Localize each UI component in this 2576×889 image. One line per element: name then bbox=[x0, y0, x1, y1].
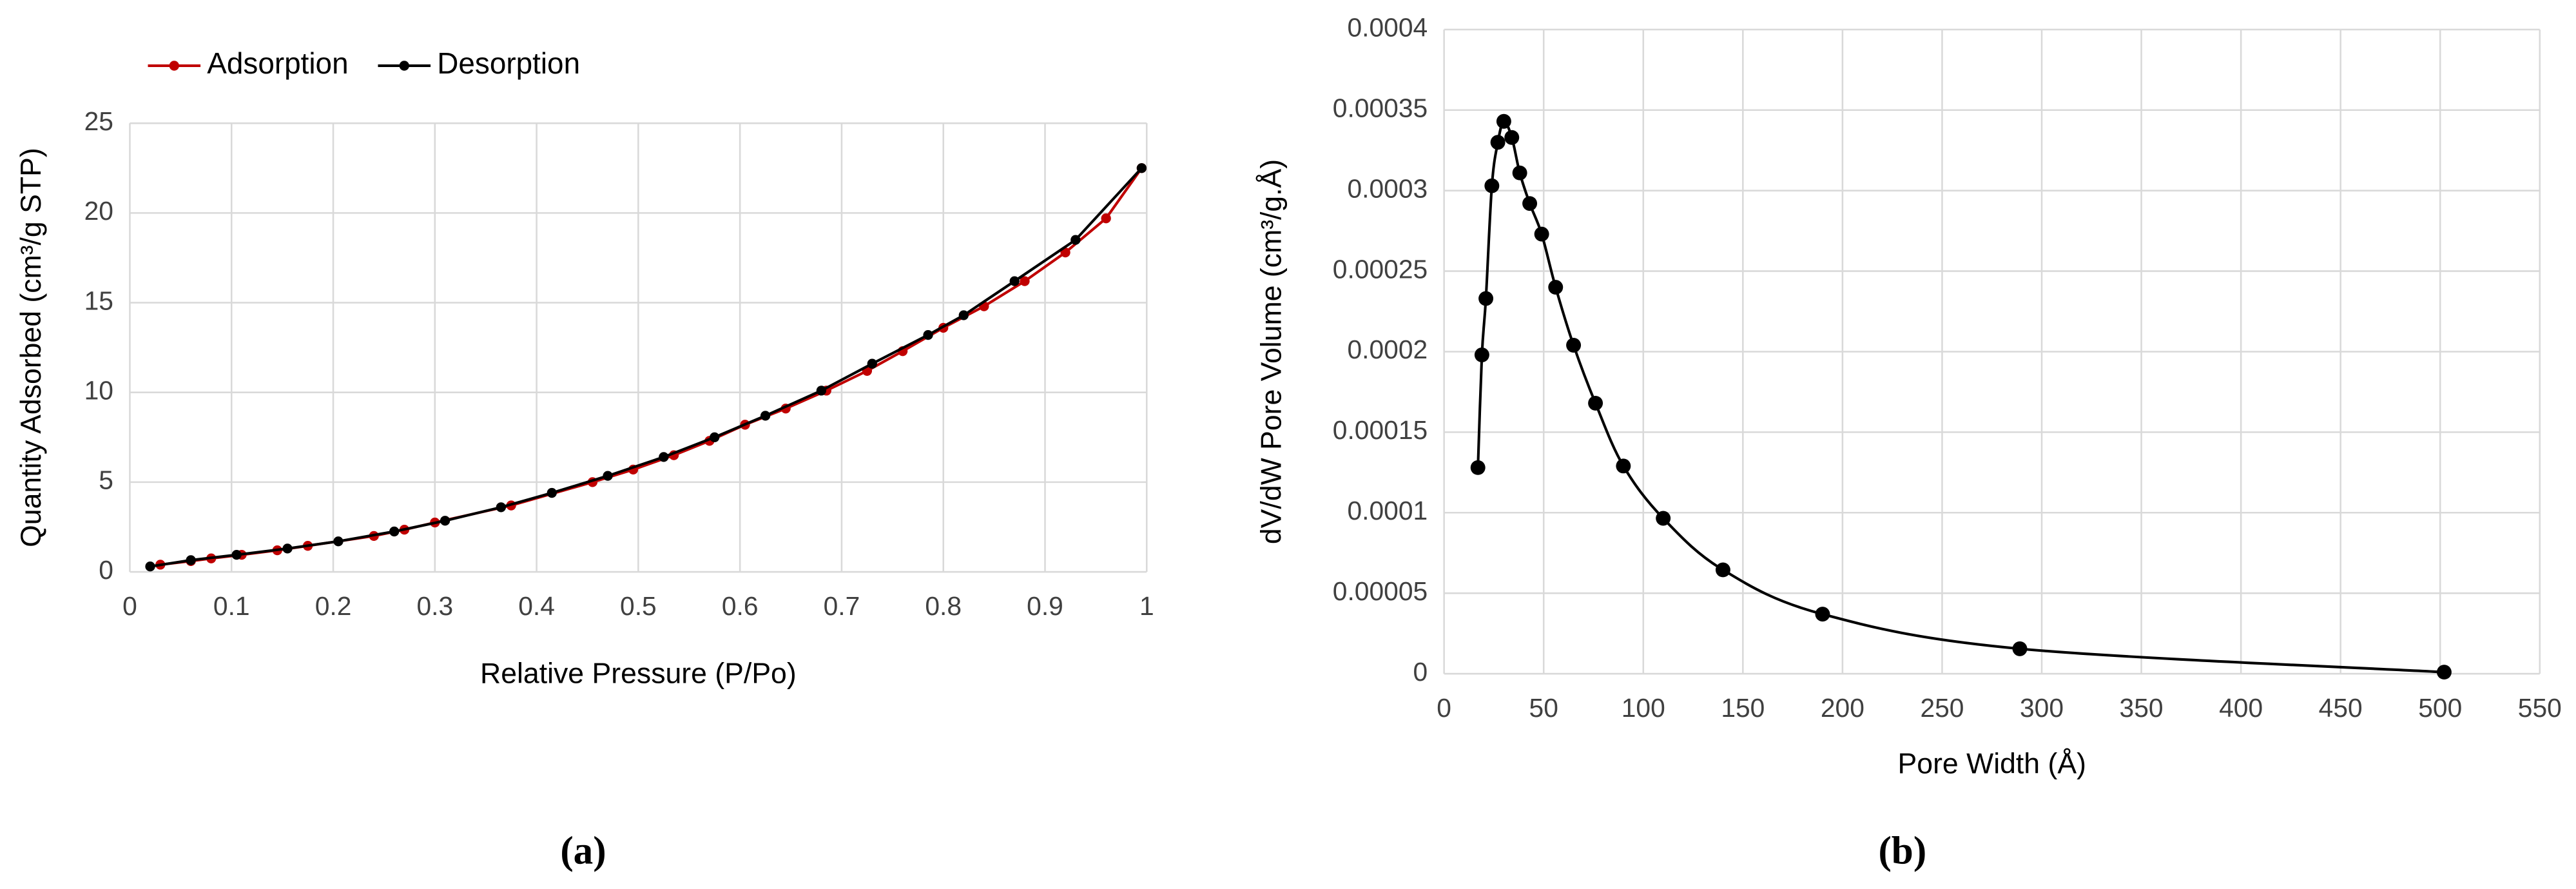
data-point bbox=[2012, 641, 2028, 656]
x-tick-label: 0.8 bbox=[925, 591, 962, 621]
y-tick-label: 0 bbox=[99, 555, 113, 585]
y-tick-label: 0.0002 bbox=[1347, 335, 1428, 364]
data-point bbox=[333, 536, 344, 547]
x-tick-label: 0 bbox=[1437, 693, 1451, 723]
y-tick-label: 20 bbox=[84, 196, 113, 226]
data-point bbox=[1616, 458, 1631, 474]
x-tick-label: 1 bbox=[1139, 591, 1154, 621]
x-tick-label: 0.9 bbox=[1027, 591, 1063, 621]
data-point bbox=[1470, 460, 1486, 475]
y-tick-label: 0.00025 bbox=[1333, 254, 1428, 284]
data-point bbox=[186, 555, 196, 565]
data-point bbox=[760, 411, 771, 421]
x-axis-title: Relative Pressure (P/Po) bbox=[480, 658, 797, 689]
caption: (b) bbox=[1878, 829, 1926, 873]
x-tick-label: 250 bbox=[1920, 693, 1964, 723]
x-tick-label: 0.7 bbox=[824, 591, 860, 621]
data-point bbox=[2436, 665, 2452, 680]
data-point bbox=[1070, 235, 1081, 245]
data-point bbox=[923, 329, 933, 340]
data-point bbox=[1522, 196, 1538, 211]
data-point bbox=[1715, 562, 1730, 578]
y-tick-label: 0.00035 bbox=[1333, 93, 1428, 123]
chart-panel: 0 0.00005 0.0001 0.00015 0.0002 0.00025 0.0003… bbox=[1255, 13, 2562, 873]
y-tick-label: 0.0001 bbox=[1347, 496, 1428, 525]
x-tick-label: 550 bbox=[2518, 693, 2562, 723]
data-point bbox=[1490, 135, 1506, 150]
data-point bbox=[547, 487, 557, 498]
y-axis-title: dV/dW Pore Volume (cm³/g.Å) bbox=[1255, 159, 1287, 544]
series-line bbox=[150, 167, 1143, 568]
data-point bbox=[1548, 280, 1564, 295]
data-point bbox=[389, 526, 400, 537]
data-point bbox=[867, 358, 877, 369]
series-line bbox=[1477, 120, 2445, 674]
x-tick-label: 0.1 bbox=[213, 591, 250, 621]
data-point bbox=[1566, 338, 1582, 353]
chart-panel: 0 5 10 15 20 25 0 0.1 0.2 0.3 0.4 0.5 0.6 0.7 0.8 0.9 1 R… bbox=[15, 46, 1154, 872]
x-tick-label: 0.4 bbox=[518, 591, 555, 621]
data-point bbox=[1136, 163, 1147, 173]
y-tick-label: 0.0003 bbox=[1347, 173, 1428, 203]
data-point bbox=[1512, 165, 1527, 181]
data-point bbox=[1101, 213, 1111, 224]
x-tick-label: 150 bbox=[1721, 693, 1765, 723]
x-tick-label: 400 bbox=[2219, 693, 2263, 723]
data-point bbox=[231, 549, 242, 560]
y-tick-label: 0.00015 bbox=[1333, 415, 1428, 445]
x-tick-label: 350 bbox=[2120, 693, 2164, 723]
caption: (a) bbox=[560, 829, 606, 873]
y-tick-label: 15 bbox=[84, 286, 113, 315]
data-point bbox=[145, 562, 155, 572]
data-point bbox=[1504, 130, 1520, 145]
data-point bbox=[1484, 178, 1500, 193]
y-tick-label: 25 bbox=[84, 106, 113, 136]
data-point bbox=[603, 471, 613, 481]
x-tick-label: 500 bbox=[2418, 693, 2462, 723]
legend-marker bbox=[399, 61, 409, 71]
data-point bbox=[1474, 347, 1489, 362]
series-line bbox=[160, 167, 1143, 566]
data-point bbox=[1478, 291, 1494, 306]
x-axis-title: Pore Width (Å) bbox=[1898, 748, 2086, 780]
data-point bbox=[1020, 276, 1030, 286]
legend-marker bbox=[169, 61, 179, 71]
data-point bbox=[710, 432, 720, 442]
data-point bbox=[496, 502, 507, 513]
x-tick-label: 450 bbox=[2319, 693, 2363, 723]
x-tick-label: 0.5 bbox=[620, 591, 657, 621]
data-point bbox=[1588, 395, 1603, 411]
x-tick-label: 0.6 bbox=[722, 591, 759, 621]
x-tick-label: 0.2 bbox=[315, 591, 352, 621]
y-axis-title: Quantity Adsorbed (cm³/g STP) bbox=[15, 148, 47, 547]
data-point bbox=[1496, 113, 1511, 129]
y-tick-label: 0.00005 bbox=[1333, 576, 1428, 606]
data-point bbox=[1009, 276, 1020, 286]
x-tick-label: 0.3 bbox=[416, 591, 453, 621]
data-point bbox=[440, 516, 450, 526]
x-tick-label: 100 bbox=[1622, 693, 1665, 723]
y-tick-label: 10 bbox=[84, 375, 113, 405]
data-point bbox=[958, 310, 969, 320]
data-point bbox=[282, 543, 293, 554]
data-point bbox=[1656, 511, 1671, 526]
x-tick-label: 0 bbox=[122, 591, 137, 621]
data-point bbox=[1534, 226, 1549, 242]
y-tick-label: 0 bbox=[1413, 657, 1428, 687]
legend-label: Adsorption bbox=[207, 46, 348, 80]
x-tick-label: 200 bbox=[1821, 693, 1864, 723]
x-tick-label: 300 bbox=[2020, 693, 2064, 723]
legend-label: Desorption bbox=[437, 46, 580, 80]
y-tick-label: 5 bbox=[99, 465, 113, 495]
data-point bbox=[1815, 607, 1830, 622]
data-point bbox=[659, 452, 669, 462]
data-point bbox=[816, 386, 827, 396]
x-tick-label: 50 bbox=[1529, 693, 1558, 723]
y-tick-label: 0.0004 bbox=[1347, 13, 1428, 43]
